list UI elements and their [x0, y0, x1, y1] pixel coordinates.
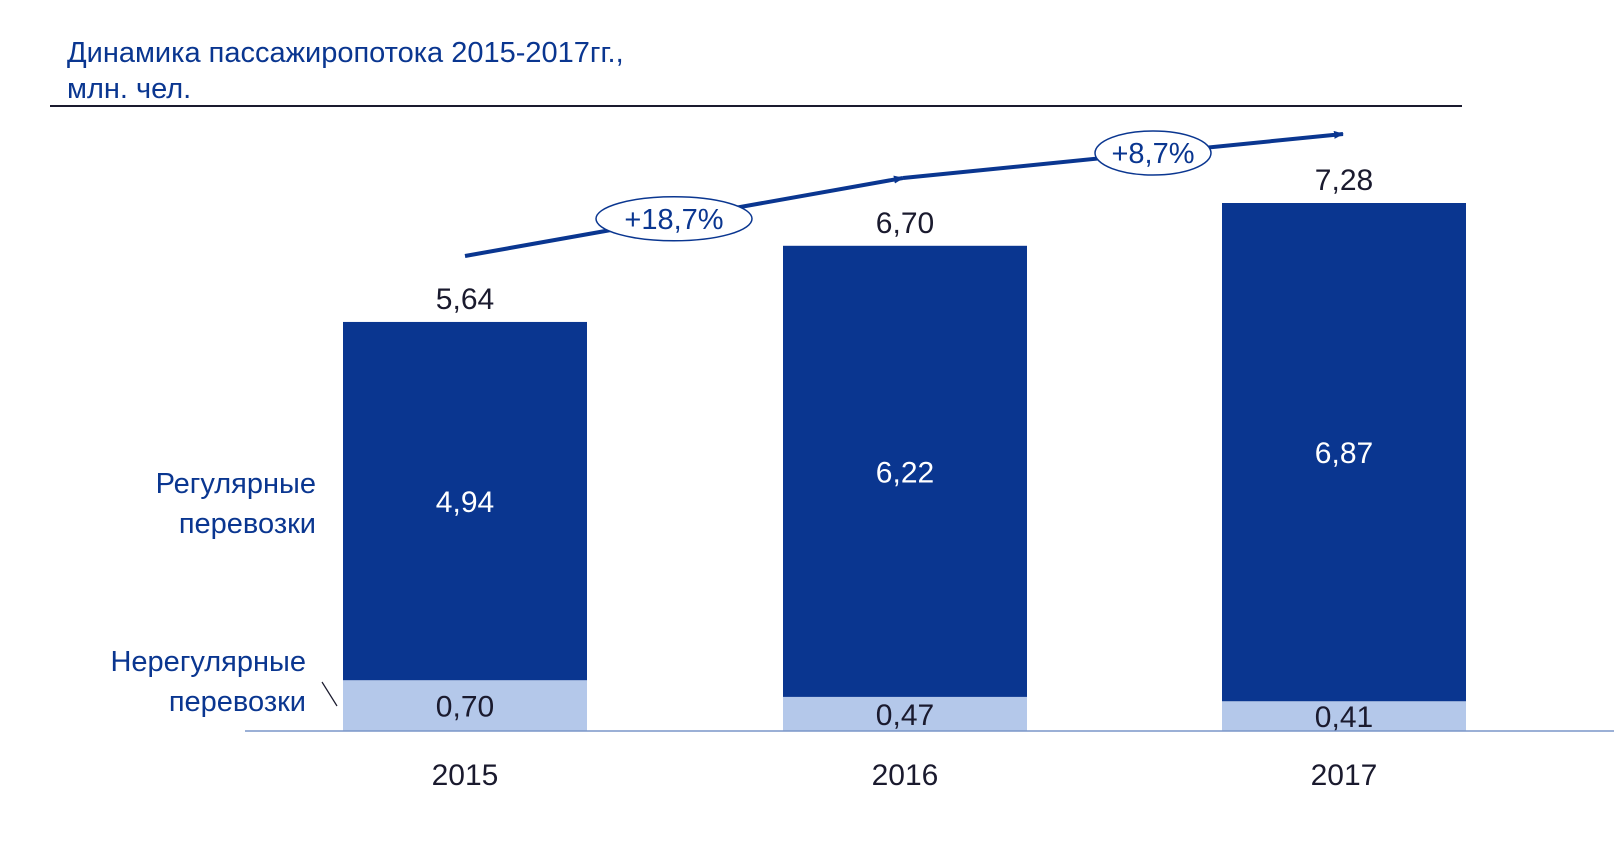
bars-group: 0,70 4,94 5,64 2015 0,47 6,22 6,70 2016 0,41 6,87…: [343, 164, 1466, 792]
legend-irregular-leader: [321, 681, 338, 707]
value-label-irregular-2017: 0,41: [1315, 701, 1373, 734]
bar-regular-2017: [1222, 203, 1466, 702]
legend-irregular-line-2: перевозки: [169, 686, 306, 718]
value-label-irregular-2016: 0,47: [876, 699, 934, 732]
bar-irregular-2016: [783, 696, 1027, 731]
growth-label-2015-2016: +18,7%: [624, 204, 723, 236]
legend-regular-line-2: перевозки: [179, 508, 316, 540]
bar-regular-2016: [783, 245, 1027, 697]
bar-irregular-2015: [343, 680, 587, 731]
bar-irregular-2017: [1222, 701, 1466, 731]
total-label-2016: 6,70: [876, 207, 934, 240]
total-label-2015: 5,64: [436, 283, 494, 316]
chart-title-line1: Динамика пассажиропотока 2015-2017гг.,: [67, 37, 624, 69]
legend-regular-line-1: Регулярные: [156, 468, 316, 500]
x-tick-2015: 2015: [432, 759, 499, 792]
value-label-regular-2017: 6,87: [1315, 437, 1373, 470]
legend-group: Регулярные перевозки Нерегулярные перевозки: [110, 468, 338, 718]
chart-title-line2: млн. чел.: [67, 73, 191, 105]
total-label-2017: 7,28: [1315, 164, 1373, 197]
x-tick-2016: 2016: [872, 759, 939, 792]
growth-group: +18,7% +8,7%: [464, 130, 1344, 258]
legend-irregular-line-1: Нерегулярные: [110, 646, 306, 678]
growth-badge-2015-2016: [595, 196, 753, 242]
growth-badge-2016-2017: [1094, 130, 1212, 176]
x-tick-2017: 2017: [1311, 759, 1378, 792]
value-label-regular-2016: 6,22: [876, 456, 934, 489]
bar-regular-2015: [343, 321, 587, 681]
value-label-irregular-2015: 0,70: [436, 691, 494, 724]
growth-label-2016-2017: +8,7%: [1111, 138, 1194, 170]
value-label-regular-2015: 4,94: [436, 486, 494, 519]
